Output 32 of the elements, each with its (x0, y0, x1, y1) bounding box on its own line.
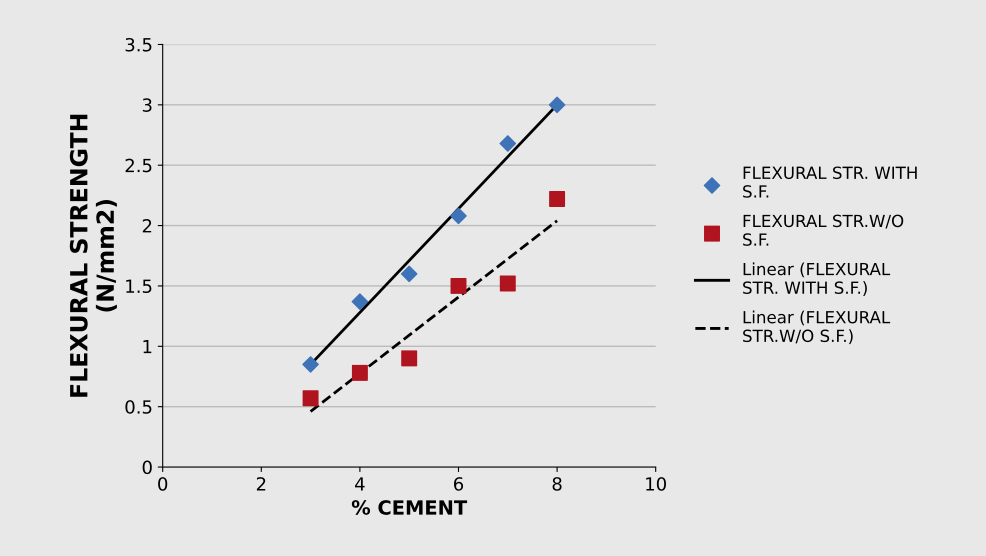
point (400, 266, 418, 282)
legend-label: FLEXURAL STR.W/O S.F. (743, 214, 904, 246)
y-tick-label: 3.5 (126, 38, 152, 52)
y-tick-label: 1 (143, 340, 152, 354)
legend-label: Linear (FLEXURAL STR.W/O S.F.) (743, 310, 890, 344)
point (548, 96, 566, 114)
x-tick-label: 10 (646, 477, 666, 491)
legend-label: Linear (FLEXURAL STR. WITH S.F.) (743, 262, 890, 296)
point (302, 356, 319, 373)
x-tick-label: 8 (552, 477, 562, 491)
point (500, 276, 516, 292)
point (401, 350, 418, 366)
y-tick-label: 2 (142, 219, 152, 232)
y-tick-label: 0.5 (125, 400, 152, 414)
y-tick-label: 2.5 (126, 158, 152, 172)
point (450, 208, 467, 224)
point (352, 364, 368, 381)
point (499, 135, 516, 152)
point (302, 390, 319, 406)
y-tick-label: 1.5 (126, 280, 152, 294)
y-tick-label: 3 (142, 98, 152, 112)
point (450, 278, 466, 294)
point (352, 293, 368, 310)
x-tick-label: 4 (355, 477, 365, 490)
x-tick-label: 2 (256, 477, 266, 490)
x-tick-label: 6 (454, 477, 464, 491)
point (549, 191, 566, 207)
y-tick-label: 0 (142, 460, 152, 474)
y-axis-title: FLEXURAL STRENGTH (N/mm2) (70, 114, 117, 397)
x-axis-title: % CEMENT (352, 500, 468, 515)
legend-label: FLEXURAL STR. WITH S.F. (743, 166, 917, 198)
x-tick-label: 0 (158, 477, 168, 491)
